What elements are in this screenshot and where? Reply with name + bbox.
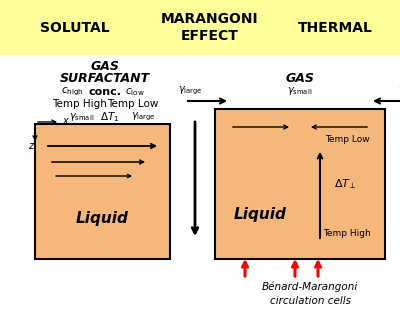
- Text: $\gamma_{\rm large}$: $\gamma_{\rm large}$: [131, 111, 155, 123]
- Text: Temp High: Temp High: [52, 99, 108, 109]
- Text: Temp Low: Temp Low: [107, 99, 159, 109]
- Text: GAS: GAS: [90, 59, 120, 73]
- Text: x: x: [62, 116, 68, 126]
- Text: $\gamma_{\rm large}$: $\gamma_{\rm large}$: [398, 85, 400, 97]
- Text: Liquid: Liquid: [234, 207, 286, 221]
- Text: $\gamma_{\rm small}$: $\gamma_{\rm small}$: [69, 111, 95, 123]
- Text: Bénard-Marangoni: Bénard-Marangoni: [262, 282, 358, 292]
- Text: $\gamma_{\rm small}$: $\gamma_{\rm small}$: [287, 85, 313, 97]
- Text: SOLUTAL: SOLUTAL: [40, 20, 110, 35]
- Bar: [0, 0, 400, 55]
- Text: circulation cells: circulation cells: [270, 296, 350, 306]
- Text: Temp Low: Temp Low: [325, 134, 369, 143]
- Text: $c_{\rm high}$: $c_{\rm high}$: [60, 86, 84, 98]
- Text: $\gamma_{\rm large}$: $\gamma_{\rm large}$: [178, 85, 202, 97]
- Text: Liquid: Liquid: [76, 212, 129, 226]
- Bar: [35, 124, 170, 259]
- Text: conc.: conc.: [88, 87, 122, 97]
- Text: $\Delta T_\perp$: $\Delta T_\perp$: [334, 177, 356, 191]
- Bar: [215, 109, 385, 259]
- Text: $c_{\rm low}$: $c_{\rm low}$: [125, 86, 145, 98]
- Text: THERMAL: THERMAL: [298, 20, 372, 35]
- Text: Temp High: Temp High: [323, 230, 371, 239]
- Text: MARANGONI
EFFECT: MARANGONI EFFECT: [161, 12, 259, 43]
- Text: z: z: [28, 141, 33, 151]
- Text: SURFACTANT: SURFACTANT: [60, 73, 150, 85]
- Text: $\Delta T_1$: $\Delta T_1$: [100, 110, 120, 124]
- Text: GAS: GAS: [286, 73, 314, 85]
